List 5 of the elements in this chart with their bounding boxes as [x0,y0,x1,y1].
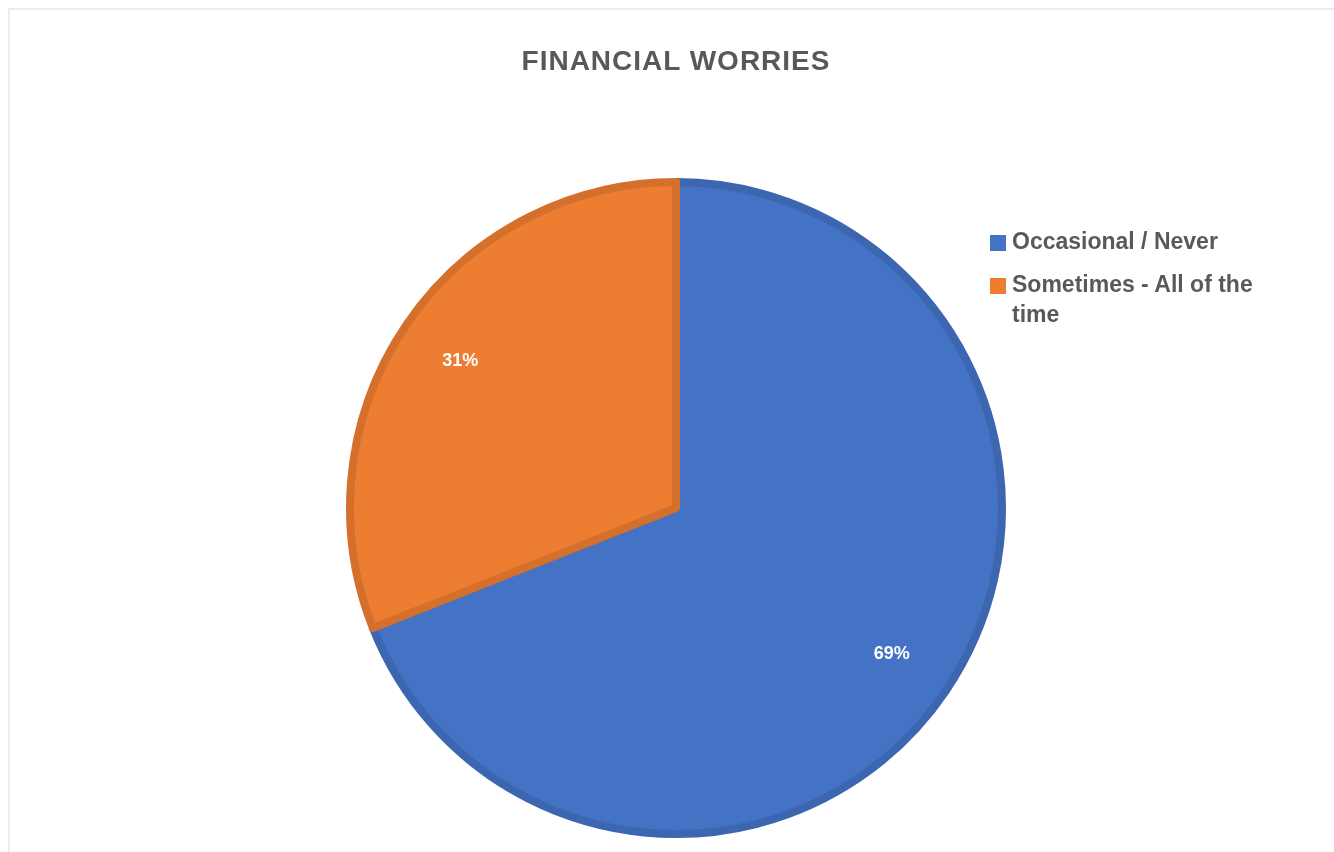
chart-title: FINANCIAL WORRIES [521,45,831,76]
legend-label: Occasional / Never [1012,228,1218,255]
data-label: 31% [442,350,479,371]
data-label: 69% [873,643,910,664]
legend-label: Sometimes - All of the time [1012,271,1253,328]
